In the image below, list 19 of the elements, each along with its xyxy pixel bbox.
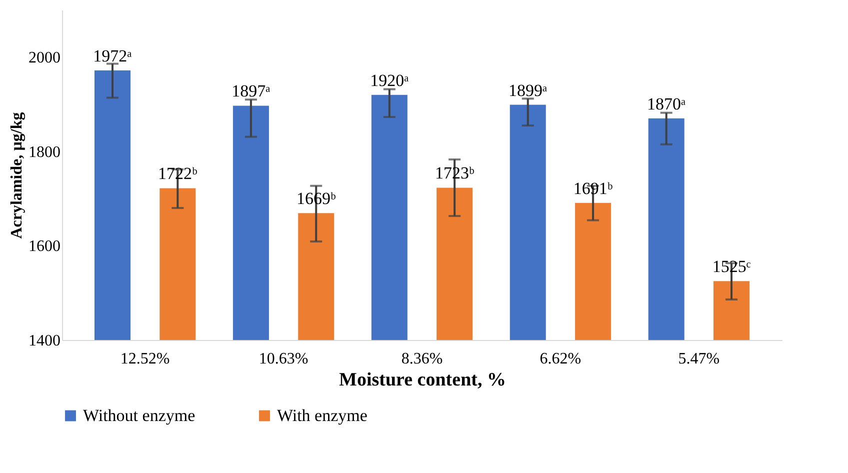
data-label: 1920ᵃ xyxy=(370,70,410,90)
y-tick-label: 1600 xyxy=(28,238,60,256)
x-tick-label: 12.52% xyxy=(120,350,170,368)
y-axis-title: Acrylamide, µg/kg xyxy=(8,112,26,239)
data-label: 1870ᵃ xyxy=(647,94,686,114)
x-tick-label: 6.62% xyxy=(540,350,582,368)
x-axis-title: Moisture content, % xyxy=(339,370,506,390)
data-label: 1691ᵇ xyxy=(573,178,613,198)
x-tick-label: 5.47% xyxy=(678,350,720,368)
y-tick-label: 2000 xyxy=(28,50,60,67)
x-tick-label: 8.36% xyxy=(401,350,443,368)
legend-label: Without enzyme xyxy=(83,406,196,425)
y-tick-label: 1400 xyxy=(28,332,60,350)
legend-label: With enzyme xyxy=(277,406,368,425)
y-tick-label: 1800 xyxy=(28,144,60,161)
data-label: 1972ᵃ xyxy=(93,46,132,66)
data-label: 1897ᵃ xyxy=(232,82,271,101)
data-label: 1899ᵃ xyxy=(508,80,548,100)
x-tick-label: 10.63% xyxy=(258,350,308,368)
